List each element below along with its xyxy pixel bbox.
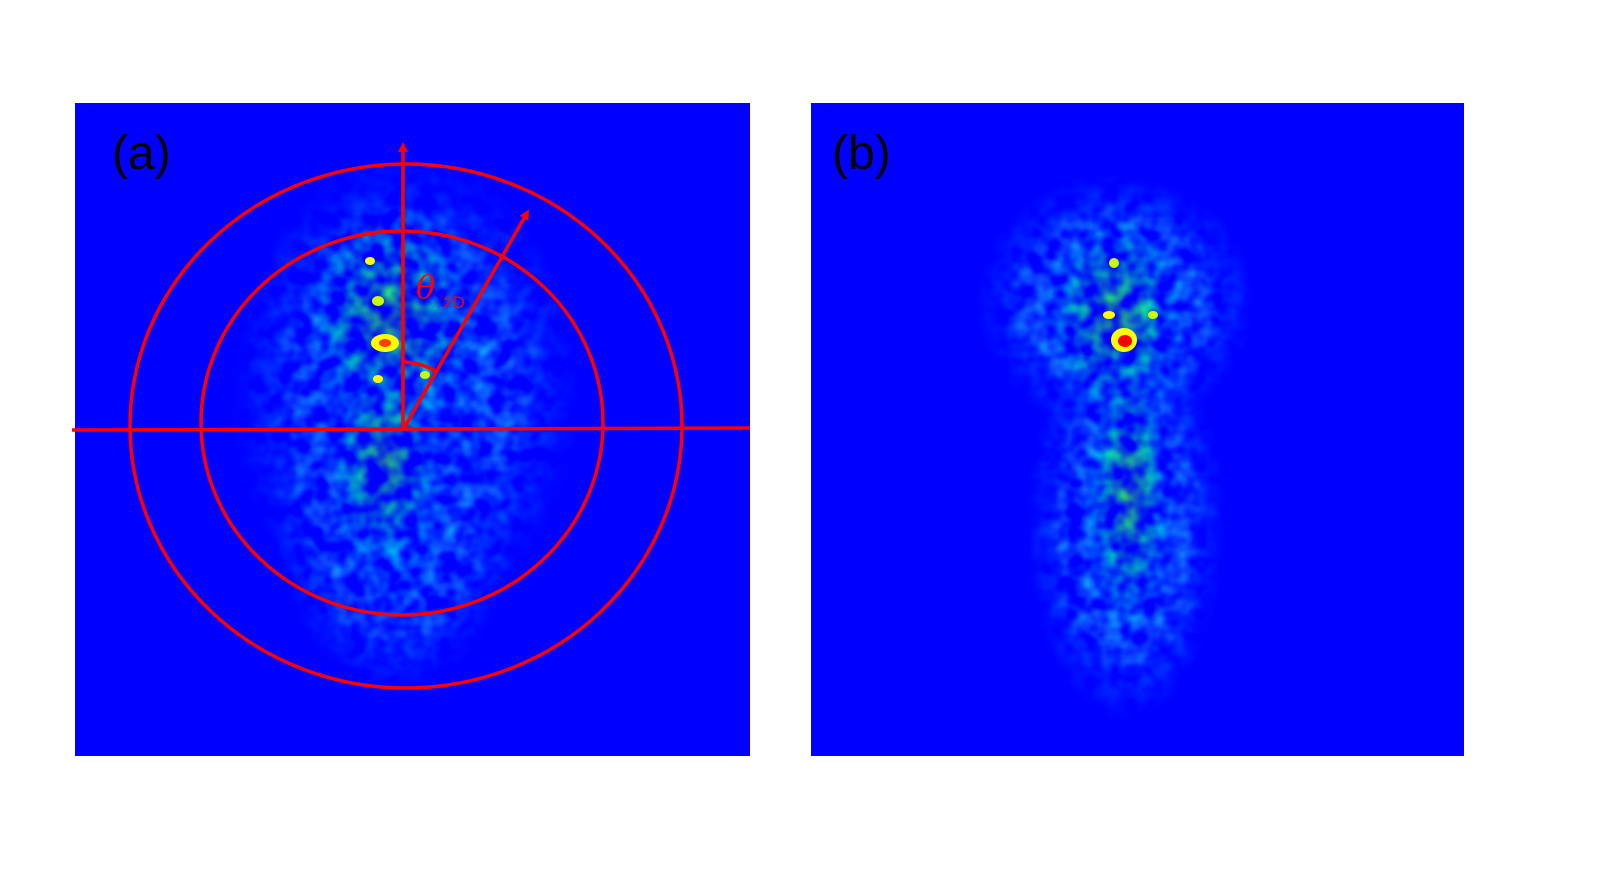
image-panel-a: (a) bbox=[75, 103, 750, 756]
hotspot-group-b bbox=[1103, 258, 1158, 352]
intensity-map-b: (b) bbox=[832, 127, 1256, 723]
panel-label-b: (b) bbox=[832, 127, 891, 180]
intensity-map-a: (a) bbox=[112, 127, 580, 693]
panel-label-a: (a) bbox=[112, 127, 171, 180]
image-panel-b: (b) bbox=[811, 103, 1464, 756]
